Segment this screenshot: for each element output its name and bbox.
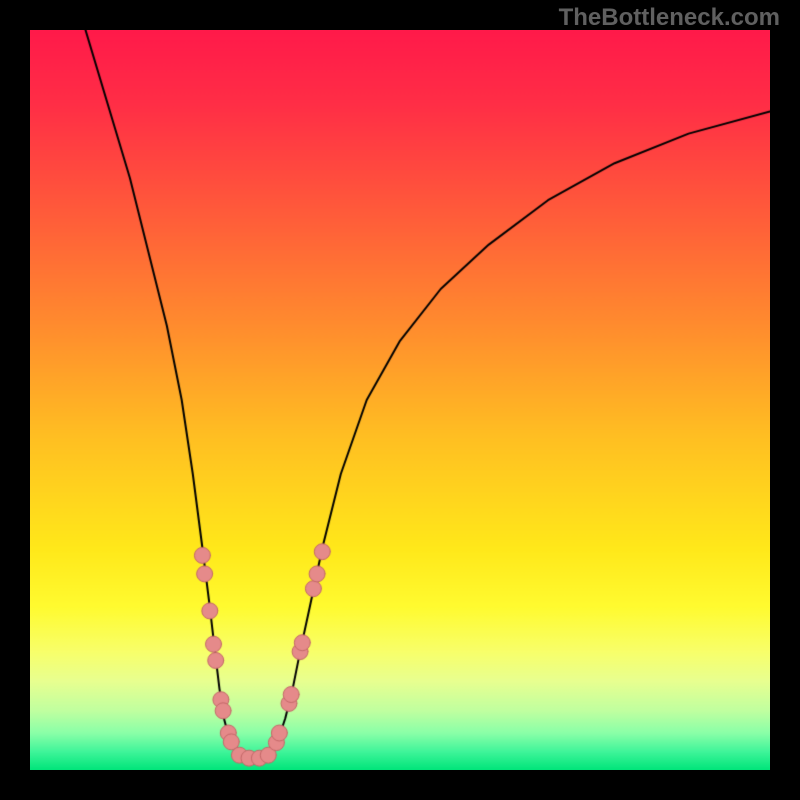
watermark-text: TheBottleneck.com [559,4,780,32]
chart-frame [30,30,770,770]
bottleneck-curve-chart [30,30,770,770]
